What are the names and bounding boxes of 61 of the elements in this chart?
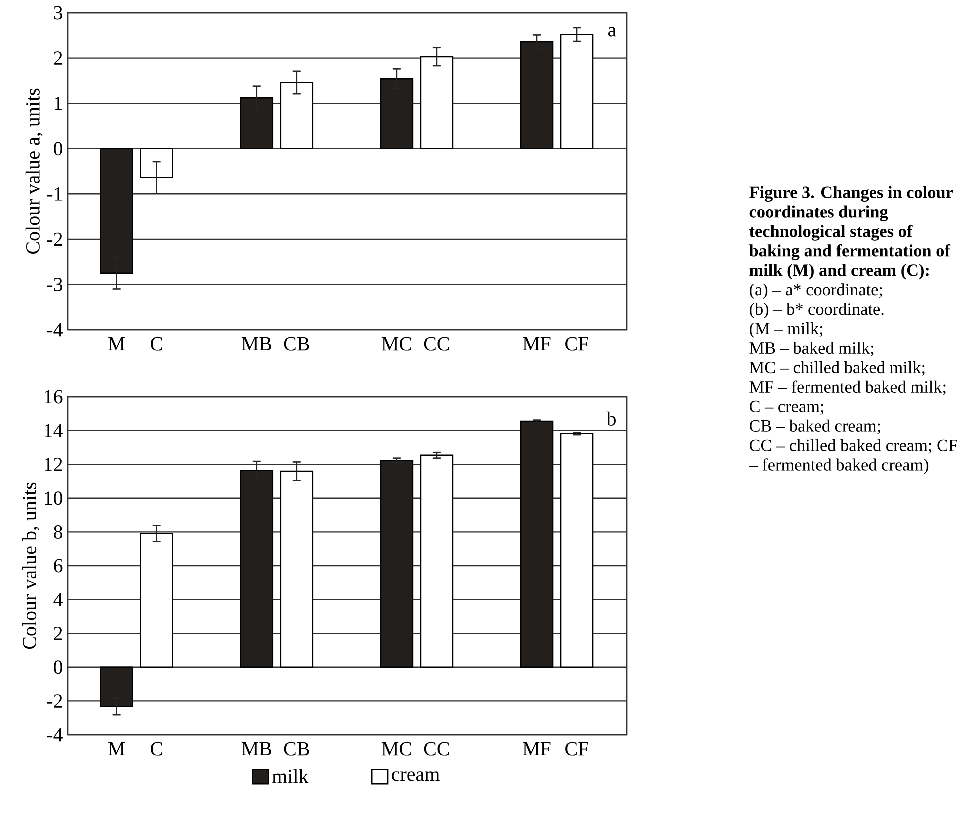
x-tick-label: MC <box>382 742 412 756</box>
legend-label: milk <box>272 769 309 784</box>
x-tick-label: CC <box>424 742 450 756</box>
text: C – cream; <box>750 400 824 415</box>
x-tick-label: MB <box>242 742 272 756</box>
bar <box>380 460 414 668</box>
x-tick-label: CB <box>284 337 310 351</box>
y-tick-label: -1 <box>47 188 62 201</box>
x-tick-label: CB <box>284 742 310 756</box>
x-tick-label: MB <box>242 337 272 351</box>
y-tick-label: 3 <box>54 6 63 20</box>
text: CC – chilled baked cream; CF – fermented baked cream) <box>749 439 958 474</box>
text: MF – fermented baked milk; <box>750 380 946 396</box>
bar <box>560 433 594 668</box>
x-tick-label: MC <box>382 337 412 351</box>
y-tick-label: 6 <box>54 559 63 573</box>
y-tick-label: 10 <box>45 492 63 506</box>
text: MC – chilled baked milk; <box>750 361 925 376</box>
x-tick-label: MF <box>523 742 551 756</box>
x-tick-label: M <box>108 742 126 756</box>
bar <box>420 56 454 150</box>
annotation: b <box>606 412 616 426</box>
y-tick-label: -3 <box>47 278 63 292</box>
y-tick-label: -2 <box>47 694 62 708</box>
y-tick-label: -2 <box>47 232 62 246</box>
bar <box>560 34 594 150</box>
bar <box>140 533 174 668</box>
y-axis-title: Colour value b, units <box>22 482 40 650</box>
x-tick-label: CF <box>566 742 588 756</box>
y-tick-label: -4 <box>47 728 63 742</box>
annotation: a <box>608 27 616 37</box>
bar <box>280 470 314 668</box>
y-tick-label: 8 <box>54 525 63 539</box>
bar <box>280 82 314 150</box>
x-tick-label: M <box>108 337 126 350</box>
text: (a) – a* coordinate; <box>750 284 882 300</box>
y-tick-label: -4 <box>47 323 63 337</box>
y-tick-label: 0 <box>54 142 63 156</box>
x-tick-label: C <box>150 337 162 351</box>
bar <box>140 148 174 179</box>
text: MB – baked milk; <box>750 342 874 357</box>
text: CB – baked cream; <box>750 420 880 434</box>
y-tick-label: 14 <box>45 424 63 438</box>
x-tick-label: MF <box>523 337 551 350</box>
bar <box>420 454 454 668</box>
x-tick-label: CC <box>424 337 450 351</box>
y-tick-label: 2 <box>54 52 62 65</box>
text: (M – milk; <box>750 322 823 338</box>
y-tick-label: 2 <box>54 626 62 640</box>
y-tick-label: 12 <box>45 458 62 472</box>
x-tick-label: C <box>150 742 162 756</box>
text: (b) – b* coordinate. <box>750 303 884 319</box>
y-tick-label: 16 <box>45 390 63 404</box>
bar <box>520 420 554 668</box>
legend-label: cream <box>392 772 440 782</box>
y-tick-label: 4 <box>54 593 63 606</box>
text: Figure 3. Changes in colour coordinates during technological stages of baking and fermentation of milk (M) and cream (C): <box>749 186 954 280</box>
y-tick-label: 0 <box>54 660 63 674</box>
y-tick-label: 1 <box>55 96 62 110</box>
x-tick-label: CF <box>566 337 588 351</box>
y-axis-title: Colour value a, units <box>26 88 43 254</box>
